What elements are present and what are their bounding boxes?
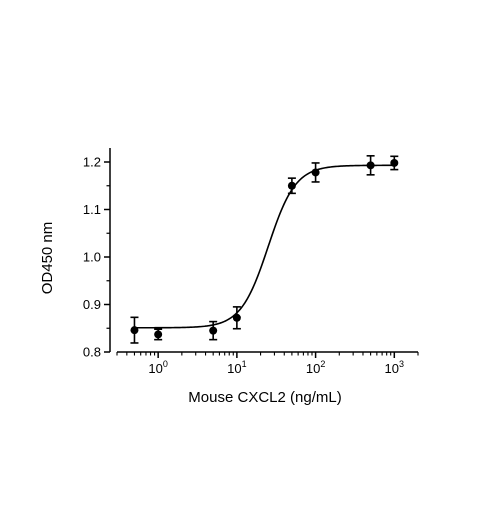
data-point <box>311 168 320 177</box>
y-tick-label: 0.8 <box>83 345 101 360</box>
fit-curve <box>134 164 395 329</box>
x-tick-label: 101 <box>227 359 246 376</box>
x-tick-label: 102 <box>306 359 325 376</box>
y-tick-label: 1.2 <box>83 155 101 170</box>
x-axis-label: Mouse CXCL2 (ng/mL) <box>188 389 341 406</box>
ticks-layer: 0.8 0.9 1.0 1.1 1.2 100 101 102 103 <box>83 155 419 376</box>
data-point <box>209 326 218 335</box>
x-tick-label: 103 <box>385 359 404 376</box>
y-tick-label: 0.9 <box>83 297 101 312</box>
data-point <box>366 161 375 170</box>
x-tick-label: 100 <box>148 359 167 376</box>
data-points-layer <box>130 155 399 344</box>
y-tick-label: 1.1 <box>83 202 101 217</box>
data-point <box>154 330 163 339</box>
axes-layer <box>109 148 418 353</box>
data-point <box>130 326 139 335</box>
y-tick-label: 1.0 <box>83 250 101 265</box>
y-axis-label: OD450 nm <box>39 222 56 295</box>
data-point <box>390 158 399 167</box>
data-point <box>232 313 241 322</box>
data-point <box>287 181 296 190</box>
fit-curve-layer <box>134 164 395 329</box>
